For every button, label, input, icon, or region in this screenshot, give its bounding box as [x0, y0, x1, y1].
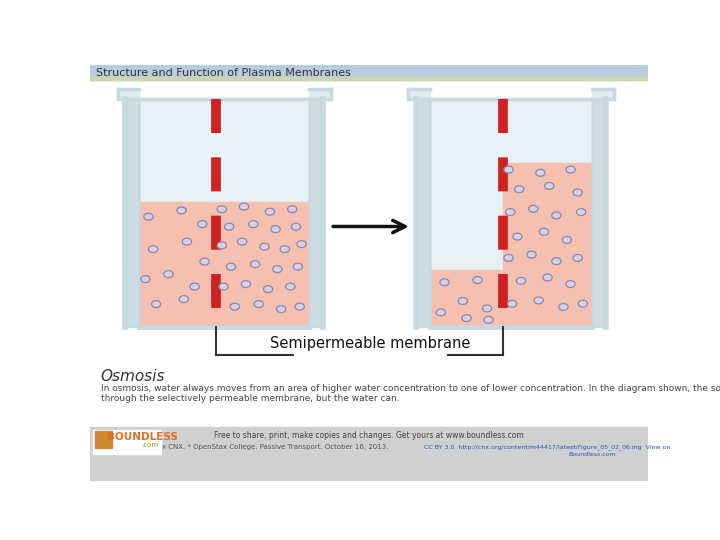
Ellipse shape	[482, 305, 492, 312]
Polygon shape	[416, 99, 430, 327]
Polygon shape	[309, 99, 323, 327]
Bar	[94, 431, 112, 448]
Polygon shape	[309, 89, 330, 99]
Polygon shape	[416, 99, 606, 327]
Bar	[90, 65, 648, 80]
Ellipse shape	[458, 298, 467, 305]
Ellipse shape	[534, 297, 544, 304]
Ellipse shape	[505, 208, 515, 215]
Ellipse shape	[527, 251, 536, 258]
Ellipse shape	[151, 301, 161, 308]
Polygon shape	[139, 201, 216, 327]
Ellipse shape	[264, 286, 273, 293]
Ellipse shape	[297, 241, 306, 248]
Ellipse shape	[230, 303, 239, 310]
Ellipse shape	[436, 309, 446, 316]
Ellipse shape	[217, 206, 226, 213]
Ellipse shape	[515, 186, 524, 193]
Ellipse shape	[578, 300, 588, 307]
Ellipse shape	[248, 221, 258, 228]
Ellipse shape	[508, 300, 517, 307]
Ellipse shape	[273, 266, 282, 273]
Ellipse shape	[148, 246, 158, 253]
Ellipse shape	[293, 263, 302, 270]
Ellipse shape	[440, 279, 449, 286]
Polygon shape	[503, 163, 592, 327]
Polygon shape	[125, 99, 139, 327]
Ellipse shape	[200, 258, 210, 265]
Text: CC BY 3.0  http://cnx.org/content/m44417/latest/Figure_05_02_06.ing  View on: CC BY 3.0 http://cnx.org/content/m44417/…	[424, 444, 670, 450]
Ellipse shape	[566, 166, 575, 173]
Text: In osmosis, water always moves from an area of higher water concentration to one: In osmosis, water always moves from an a…	[101, 383, 720, 393]
Ellipse shape	[544, 183, 554, 190]
Polygon shape	[408, 89, 430, 99]
Ellipse shape	[292, 223, 301, 230]
Text: OpenStax CNX. * OpenStax College. Passive Transport. October 16, 2013.: OpenStax CNX. * OpenStax College. Passiv…	[132, 444, 389, 450]
Ellipse shape	[241, 281, 251, 288]
Bar	[93, 430, 161, 455]
Bar	[90, 427, 648, 481]
Ellipse shape	[516, 278, 526, 284]
Ellipse shape	[260, 243, 269, 250]
Text: .com: .com	[141, 442, 158, 448]
Ellipse shape	[562, 237, 572, 244]
Ellipse shape	[559, 303, 568, 310]
Ellipse shape	[539, 228, 549, 235]
Bar	[90, 77, 648, 80]
Ellipse shape	[536, 170, 545, 177]
Polygon shape	[216, 201, 309, 327]
Ellipse shape	[295, 303, 305, 310]
Ellipse shape	[226, 263, 235, 270]
Ellipse shape	[573, 254, 582, 261]
Polygon shape	[592, 89, 613, 99]
Ellipse shape	[164, 271, 173, 278]
Ellipse shape	[528, 205, 538, 212]
Ellipse shape	[504, 254, 513, 261]
Ellipse shape	[144, 213, 153, 220]
Ellipse shape	[225, 223, 234, 230]
Ellipse shape	[484, 316, 493, 323]
Text: Boundless.com: Boundless.com	[568, 452, 616, 457]
Ellipse shape	[280, 246, 289, 253]
Text: Osmosis: Osmosis	[101, 369, 166, 384]
Ellipse shape	[177, 207, 186, 214]
Ellipse shape	[271, 226, 280, 233]
Ellipse shape	[182, 238, 192, 245]
Text: Semipermeable membrane: Semipermeable membrane	[271, 336, 471, 351]
Ellipse shape	[543, 274, 552, 281]
Ellipse shape	[286, 283, 295, 290]
Ellipse shape	[239, 203, 248, 210]
Ellipse shape	[198, 221, 207, 228]
Ellipse shape	[276, 306, 286, 313]
Ellipse shape	[504, 166, 513, 173]
Polygon shape	[592, 99, 606, 327]
Ellipse shape	[462, 315, 471, 321]
Ellipse shape	[513, 233, 522, 240]
Ellipse shape	[266, 208, 274, 215]
Polygon shape	[117, 89, 139, 99]
Ellipse shape	[140, 275, 150, 282]
Ellipse shape	[219, 283, 228, 290]
Ellipse shape	[238, 238, 247, 245]
Ellipse shape	[552, 212, 561, 219]
Ellipse shape	[552, 258, 561, 265]
Ellipse shape	[566, 281, 575, 287]
Text: through the selectively permeable membrane, but the water can.: through the selectively permeable membra…	[101, 394, 400, 403]
Ellipse shape	[190, 283, 199, 290]
Ellipse shape	[251, 261, 260, 268]
Ellipse shape	[179, 295, 189, 302]
Ellipse shape	[287, 206, 297, 213]
Ellipse shape	[473, 276, 482, 284]
Ellipse shape	[217, 242, 226, 249]
Text: Structure and Function of Plasma Membranes: Structure and Function of Plasma Membran…	[96, 68, 351, 78]
Polygon shape	[125, 99, 323, 327]
Ellipse shape	[577, 208, 586, 215]
Ellipse shape	[254, 301, 264, 308]
Text: Free to share, print, make copies and changes. Get yours at www.boundless.com: Free to share, print, make copies and ch…	[214, 431, 524, 441]
Ellipse shape	[573, 189, 582, 196]
Polygon shape	[430, 270, 503, 327]
Text: BOUNDLESS: BOUNDLESS	[107, 433, 178, 442]
